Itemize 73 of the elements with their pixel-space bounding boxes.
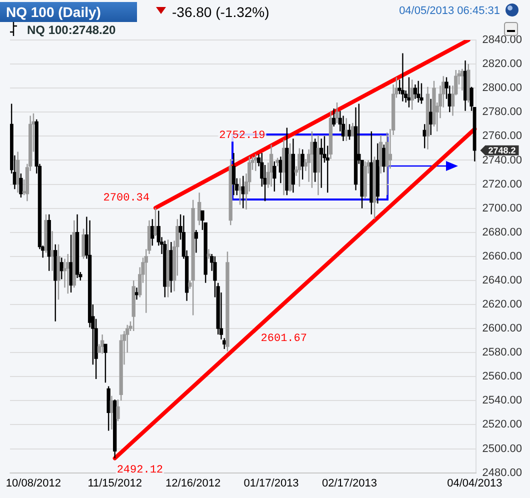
candlestick: [335, 102, 339, 124]
candlestick: [228, 158, 232, 226]
y-tick-label: 2780.00: [482, 106, 522, 118]
candlestick: [328, 110, 333, 160]
candlestick: [75, 214, 80, 279]
y-tick-label: 2700.00: [482, 202, 522, 214]
candlestick: [56, 244, 60, 300]
chart-title: NQ 100 (Daily): [0, 2, 137, 22]
candlestick: [132, 280, 136, 332]
y-tick-label: 2480.00: [482, 466, 522, 479]
data-label: 2700.34: [103, 192, 150, 204]
y-tick-label: 2800.00: [482, 82, 522, 94]
candlestick: [348, 124, 352, 140]
y-tick-label: 2520.00: [482, 418, 522, 431]
data-label: 2601.67: [260, 332, 307, 345]
x-tick-label: 01/17/2013: [244, 477, 299, 490]
candlestick: [385, 132, 389, 196]
candlestick: [376, 142, 380, 204]
chart-subtitle: -36.80 (-1.32%): [172, 3, 270, 21]
candlestick: [154, 207, 158, 237]
candlestick: [363, 160, 367, 200]
candlestick: [104, 344, 108, 384]
candlestick: [332, 108, 336, 128]
candlestick: [69, 234, 73, 294]
y-tick-label: 2560.00: [482, 370, 522, 383]
y-tick-label: 2640.00: [482, 274, 522, 286]
candlestick: [47, 214, 51, 272]
text: NQ 100:2748.20: [27, 23, 116, 37]
x-tick-label: 02/17/2013: [322, 477, 378, 490]
candlestick: [300, 148, 304, 180]
y-tick-label: 2760.00: [482, 130, 522, 142]
text: 04/05/2013 06:45:31: [399, 5, 500, 17]
candlestick: [16, 151, 20, 194]
candlestick: [226, 250, 230, 352]
y-tick-label: 2660.00: [482, 250, 522, 262]
candlestick: [194, 229, 198, 254]
candlestick: [112, 398, 117, 459]
y-tick-label: 2600.00: [482, 322, 522, 335]
candlestick: [116, 398, 120, 422]
x-tick-label: 12/16/2012: [166, 477, 221, 490]
candlestick: [166, 238, 170, 298]
candlestick: [400, 52, 405, 102]
candlestick: [288, 142, 292, 192]
y-tick-label: 2540.00: [482, 394, 522, 407]
candlestick: [291, 138, 296, 194]
candlestick: [316, 134, 320, 196]
candlestick: [82, 228, 86, 260]
candlestick: [238, 178, 242, 206]
candlestick: [310, 130, 314, 188]
y-tick-label: 2840.00: [482, 34, 522, 46]
candlestick: [191, 199, 195, 316]
candlestick: [119, 334, 123, 402]
y-tick-label: 2500.00: [482, 442, 522, 455]
x-tick-label: 04/04/2013: [447, 477, 502, 490]
x-tick-label: 11/15/2012: [88, 477, 142, 490]
y-tick-label: 2720.00: [482, 178, 522, 190]
y-tick-label: 2680.00: [482, 226, 522, 238]
y-tick-label: 2620.00: [482, 298, 522, 311]
candlestick: [372, 156, 376, 220]
candlestick: [426, 86, 430, 150]
candlestick: [354, 106, 358, 191]
data-label: 2492.12: [116, 464, 164, 477]
x-tick-label: 10/08/2012: [6, 477, 61, 490]
y-tick-label: 2740.00: [482, 154, 522, 166]
y-tick-label: 2580.00: [482, 346, 522, 359]
candlestick: [432, 80, 436, 128]
candlestick: [106, 386, 110, 432]
candlestick: [232, 152, 236, 196]
data-label: 2752.19: [219, 130, 266, 142]
candlestick: [420, 82, 424, 104]
y-tick-label: 2820.00: [482, 58, 522, 70]
text: 2748.2: [488, 145, 516, 156]
candlestick: [272, 160, 276, 192]
